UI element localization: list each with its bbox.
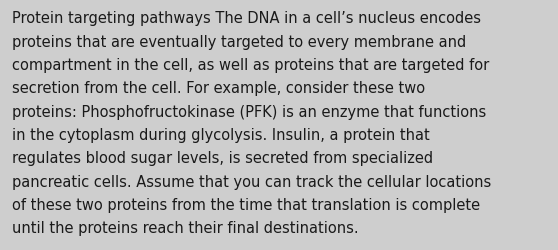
- Text: proteins that are eventually targeted to every membrane and: proteins that are eventually targeted to…: [12, 34, 466, 50]
- Text: Protein targeting pathways The DNA in a cell’s nucleus encodes: Protein targeting pathways The DNA in a …: [12, 11, 482, 26]
- Text: until the proteins reach their final destinations.: until the proteins reach their final des…: [12, 220, 359, 236]
- Text: proteins: Phosphofructokinase (PFK) is an enzyme that functions: proteins: Phosphofructokinase (PFK) is a…: [12, 104, 487, 119]
- Text: pancreatic cells. Assume that you can track the cellular locations: pancreatic cells. Assume that you can tr…: [12, 174, 492, 189]
- Text: compartment in the cell, as well as proteins that are targeted for: compartment in the cell, as well as prot…: [12, 58, 489, 73]
- Text: regulates blood sugar levels, is secreted from specialized: regulates blood sugar levels, is secrete…: [12, 151, 434, 166]
- Text: secretion from the cell. For example, consider these two: secretion from the cell. For example, co…: [12, 81, 425, 96]
- Text: in the cytoplasm during glycolysis. Insulin, a protein that: in the cytoplasm during glycolysis. Insu…: [12, 128, 430, 142]
- Text: of these two proteins from the time that translation is complete: of these two proteins from the time that…: [12, 197, 480, 212]
